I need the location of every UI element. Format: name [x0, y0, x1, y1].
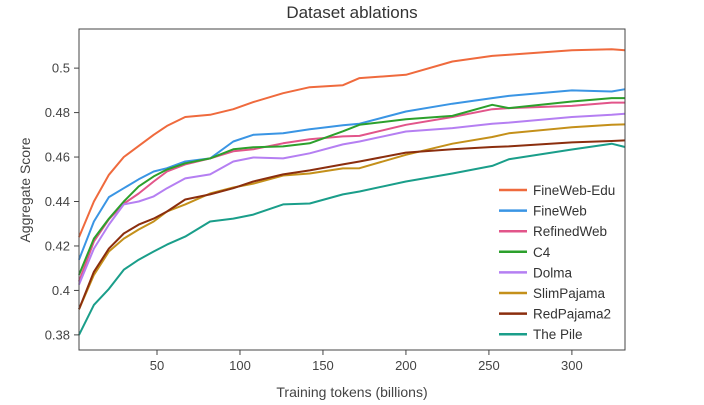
- legend: FineWeb-Edu FineWeb RefinedWeb C4 Dolma SlimP…: [499, 183, 615, 342]
- series-line-dolma: [78, 112, 626, 285]
- series-line-fineweb: [78, 88, 626, 261]
- x-tick-label: 300: [561, 358, 583, 373]
- series-line-c4: [78, 97, 625, 276]
- series-line-the-pile: [78, 142, 626, 336]
- legend-label: RedPajama2: [533, 307, 611, 322]
- y-tick-label: 0.4: [52, 283, 70, 298]
- x-axis-label: Training tokens (billions): [276, 384, 427, 400]
- legend-item: RefinedWeb: [499, 224, 607, 239]
- y-axis: 0.38 0.4 0.42 0.44 0.46 0.48 0.5: [45, 61, 79, 342]
- legend-item: C4: [499, 245, 551, 260]
- x-tick-label: 150: [312, 358, 334, 373]
- y-tick-label: 0.5: [52, 61, 70, 76]
- series-line-slimpajama: [78, 123, 626, 310]
- y-tick-label: 0.48: [45, 105, 70, 120]
- x-tick-label: 250: [478, 358, 500, 373]
- legend-label: SlimPajama: [533, 286, 606, 301]
- x-tick-label: 100: [229, 358, 251, 373]
- series-line-fineweb-edu: [78, 48, 626, 238]
- legend-label: Dolma: [533, 265, 573, 280]
- series-line-redpajama2: [78, 139, 626, 310]
- y-tick-label: 0.46: [45, 150, 70, 165]
- y-tick-label: 0.42: [45, 238, 70, 253]
- chart-title: Dataset ablations: [286, 3, 417, 22]
- y-axis-label: Aggregate Score: [17, 137, 33, 242]
- y-tick-label: 0.44: [45, 194, 70, 209]
- legend-label: FineWeb: [533, 204, 587, 219]
- legend-item: The Pile: [499, 327, 583, 342]
- y-tick-label: 0.38: [45, 327, 70, 342]
- legend-label: FineWeb-Edu: [533, 183, 615, 198]
- legend-label: The Pile: [533, 327, 583, 342]
- x-tick-label: 200: [395, 358, 417, 373]
- x-axis: 50 100 150 200 250 300: [150, 350, 583, 373]
- plot-frame: [78, 28, 626, 351]
- legend-item: SlimPajama: [499, 286, 606, 301]
- legend-label: RefinedWeb: [533, 224, 607, 239]
- legend-item: RedPajama2: [499, 307, 611, 322]
- legend-item: FineWeb-Edu: [499, 183, 615, 198]
- series-lines: [78, 48, 626, 336]
- legend-label: C4: [533, 245, 551, 260]
- legend-item: FineWeb: [499, 204, 587, 219]
- x-tick-label: 50: [150, 358, 164, 373]
- legend-item: Dolma: [499, 265, 573, 280]
